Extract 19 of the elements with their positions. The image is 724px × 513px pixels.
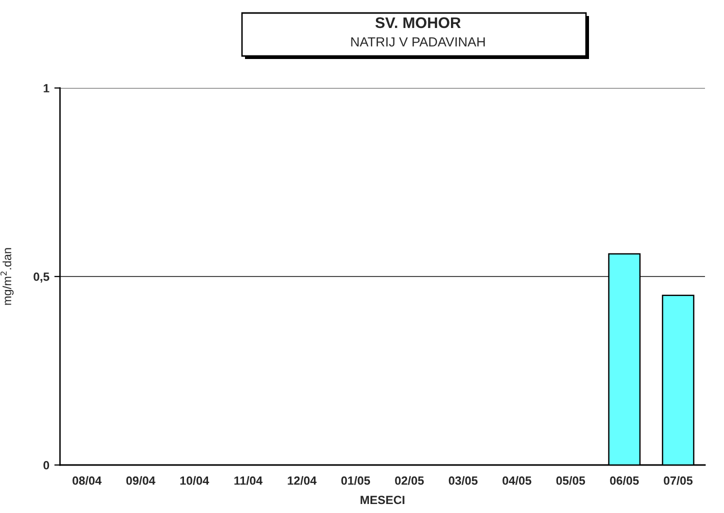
chart-subtitle: NATRIJ V PADAVINAH <box>351 37 485 47</box>
chart-title: SV. MOHOR <box>375 17 461 28</box>
y-axis-title: mg/m$^{2}$.dan <box>0 248 14 305</box>
x-tick-label: 10/04 <box>180 476 210 485</box>
x-axis-title: MESECI <box>360 496 404 504</box>
y-tick-label: 0 <box>43 461 50 470</box>
x-tick-label: 11/04 <box>234 476 263 485</box>
x-tick-label: 08/04 <box>72 476 102 485</box>
x-tick-label: 06/05 <box>610 476 639 485</box>
y-tick-label: 0,5 <box>34 272 50 283</box>
y-tick-label: 1 <box>44 84 50 92</box>
x-tick-label: 05/05 <box>556 476 586 485</box>
x-tick-label: 07/05 <box>664 476 693 485</box>
x-tick-label: 03/05 <box>448 476 478 485</box>
x-tick-label: 12/04 <box>288 476 317 485</box>
x-tick-label: 01/05 <box>341 476 370 485</box>
x-tick-label: 04/05 <box>502 476 532 485</box>
x-tick-label: 09/04 <box>126 476 156 485</box>
x-tick-label: 02/05 <box>395 476 424 485</box>
